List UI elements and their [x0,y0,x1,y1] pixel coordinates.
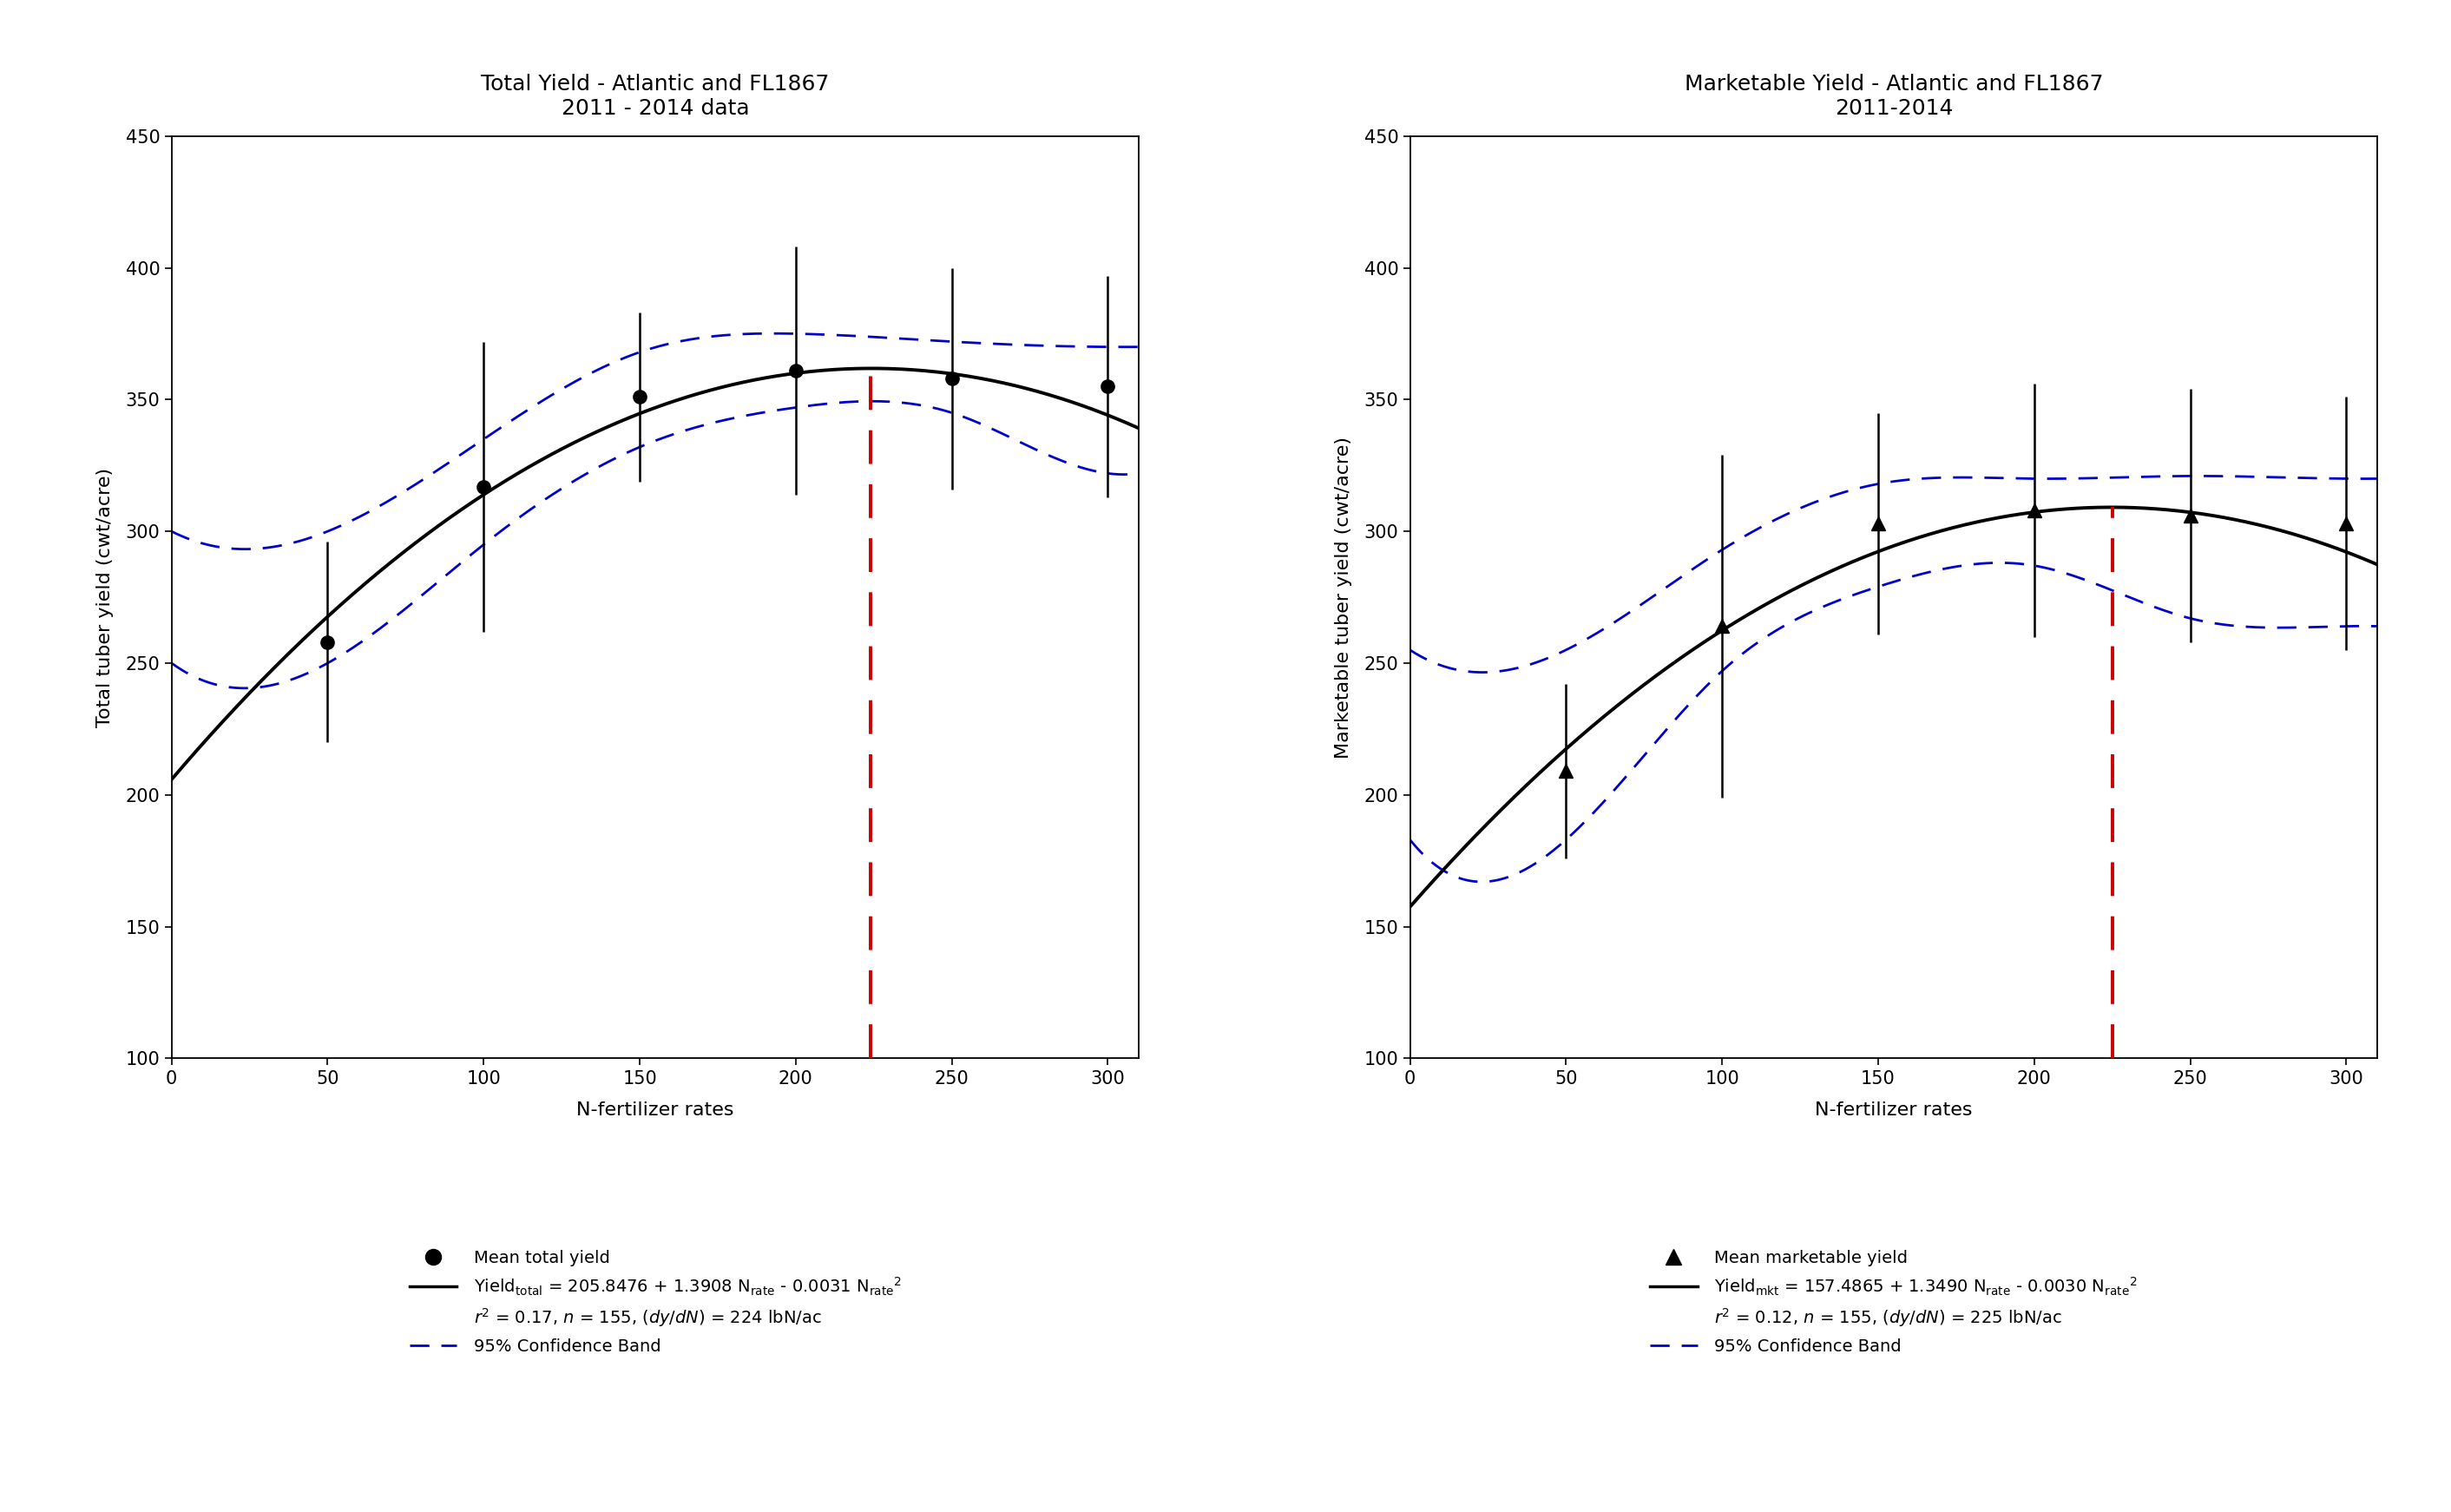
Legend: Mean marketable yield, Yield$_{\mathregular{mkt}}$ = 157.4865 + 1.3490 N$_{\math: Mean marketable yield, Yield$_{\mathregu… [1642,1243,2145,1361]
X-axis label: N-fertilizer rates: N-fertilizer rates [576,1102,735,1119]
Y-axis label: Marketable tuber yield (cwt/acre): Marketable tuber yield (cwt/acre) [1336,437,1353,758]
Title: Total Yield - Atlantic and FL1867
2011 - 2014 data: Total Yield - Atlantic and FL1867 2011 -… [480,74,828,119]
X-axis label: N-fertilizer rates: N-fertilizer rates [1814,1102,1973,1119]
Title: Marketable Yield - Atlantic and FL1867
2011-2014: Marketable Yield - Atlantic and FL1867 2… [1684,74,2103,119]
Y-axis label: Total tuber yield (cwt/acre): Total tuber yield (cwt/acre) [96,467,113,727]
Legend: Mean total yield, Yield$_{\mathregular{total}}$ = 205.8476 + 1.3908 N$_{\mathreg: Mean total yield, Yield$_{\mathregular{t… [402,1243,907,1361]
